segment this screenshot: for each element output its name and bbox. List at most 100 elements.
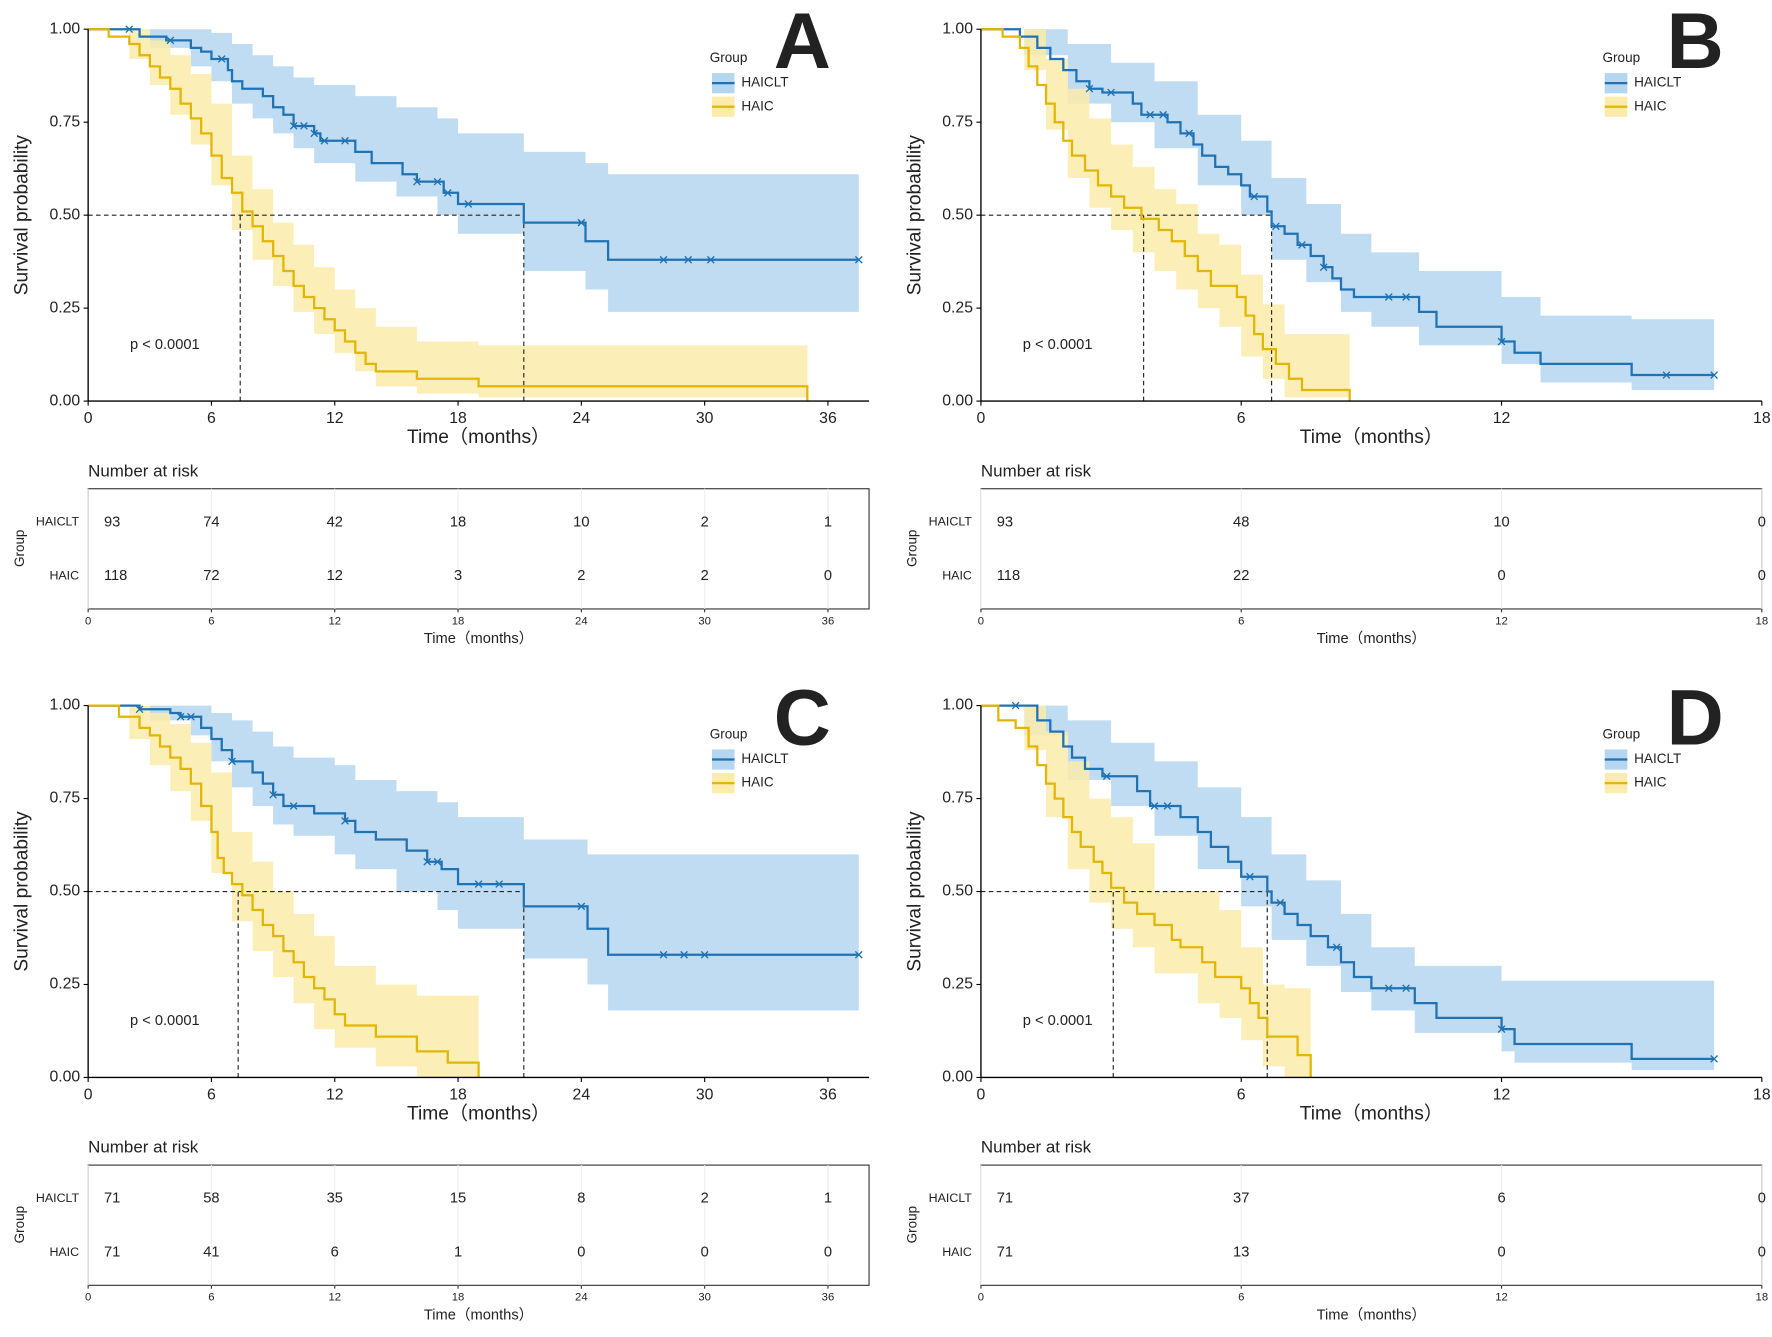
censor-mark [443, 188, 452, 197]
y-tick-label: 0.75 [49, 790, 80, 807]
survival-curve [88, 704, 859, 956]
y-axis-title: Survival probability [12, 135, 33, 296]
y-tick-label: 1.00 [942, 697, 973, 714]
censor-mark [1298, 241, 1306, 249]
y-tick-label: 0.00 [942, 392, 973, 409]
y-tick-label: 0.25 [942, 976, 973, 993]
risk-row-label: HAIC [49, 569, 79, 583]
risk-count: 3 [454, 568, 462, 584]
risk-x-tick-label: 0 [85, 615, 91, 627]
censor-mark [1246, 872, 1254, 881]
censor-mark [1497, 337, 1506, 346]
censor-mark [1384, 984, 1393, 993]
y-tick-label: 0.50 [49, 206, 80, 223]
y-axis-title: Survival probability [12, 811, 33, 972]
x-axis-title: Time（months） [407, 1103, 550, 1125]
risk-y-axis-title: Group [12, 530, 27, 567]
risk-x-tick-label: 24 [575, 1292, 588, 1304]
legend-label: HAIC [741, 775, 774, 790]
risk-count: 0 [701, 1245, 709, 1261]
survival-curve [980, 704, 1312, 1078]
y-tick-label: 0.50 [942, 883, 973, 900]
censor-mark [1159, 110, 1168, 119]
risk-x-tick-label: 36 [822, 615, 835, 627]
risk-count: 71 [104, 1245, 120, 1261]
legend-title: Group [1602, 50, 1640, 65]
risk-x-tick-label: 18 [1756, 615, 1769, 627]
risk-count: 6 [1497, 1191, 1505, 1207]
risk-count: 0 [824, 1245, 832, 1261]
y-tick-label: 1.00 [49, 20, 80, 37]
risk-count: 15 [450, 1191, 466, 1207]
censor-mark [433, 857, 442, 866]
risk-x-tick-label: 24 [575, 615, 588, 627]
risk-table-frame [87, 1164, 870, 1286]
confidence-band [88, 705, 859, 1011]
y-tick-label: 0.00 [942, 1069, 973, 1086]
risk-table-frame [87, 488, 870, 610]
censor-mark [187, 712, 195, 721]
panel-label: C [774, 674, 831, 762]
risk-x-tick-label: 18 [452, 615, 465, 627]
x-tick-label: 0 [977, 410, 986, 427]
censor-mark [1011, 701, 1020, 710]
risk-x-tick-label: 6 [1238, 1292, 1244, 1304]
risk-y-axis-title: Group [905, 530, 920, 567]
p-value: p < 0.0001 [130, 1013, 200, 1029]
censor-mark [464, 200, 473, 208]
censor-mark [1319, 263, 1328, 272]
x-axis-title: Time（months） [1300, 1103, 1443, 1125]
risk-y-axis-title: Group [905, 1206, 920, 1243]
risk-table-title: Number at risk [88, 461, 199, 480]
confidence-band [88, 705, 479, 1078]
risk-count: 42 [327, 514, 343, 530]
survival-curve [980, 28, 1351, 402]
risk-count: 0 [1758, 1191, 1766, 1207]
censor-mark [135, 705, 144, 714]
risk-count: 0 [1497, 1245, 1505, 1261]
risk-table-title: Number at risk [981, 461, 1092, 480]
confidence-band [88, 29, 859, 312]
censor-mark [289, 122, 298, 130]
censor-mark [1146, 110, 1154, 119]
risk-x-axis-title: Time（months） [424, 630, 533, 647]
censor-mark [854, 950, 863, 959]
censor-mark [680, 950, 688, 959]
risk-x-tick-label: 18 [452, 1292, 465, 1304]
legend-label: HAIC [1634, 98, 1667, 113]
censor-mark [659, 255, 668, 264]
legend-title: Group [710, 726, 748, 741]
risk-count: 71 [997, 1245, 1013, 1261]
risk-row-label: HAIC [49, 1245, 79, 1259]
x-tick-label: 36 [819, 1087, 837, 1104]
x-tick-label: 0 [84, 410, 93, 427]
censor-mark [1163, 802, 1172, 810]
legend-title: Group [1602, 726, 1640, 741]
survival-curve [980, 704, 1715, 1061]
confidence-band [980, 29, 1715, 390]
x-axis-title: Time（months） [407, 426, 550, 448]
x-tick-label: 6 [207, 410, 216, 427]
censor-mark [495, 880, 504, 888]
censor-mark [341, 136, 349, 145]
risk-count: 6 [331, 1245, 339, 1261]
censor-mark [423, 857, 432, 866]
x-tick-label: 30 [696, 1087, 714, 1104]
risk-count: 0 [1758, 514, 1766, 530]
censor-mark [1185, 129, 1194, 138]
censor-mark [176, 712, 185, 721]
risk-count: 37 [1233, 1191, 1249, 1207]
censor-mark [700, 950, 709, 959]
censor-mark [310, 129, 319, 138]
y-tick-label: 1.00 [49, 697, 80, 714]
risk-y-axis-title: Group [12, 1206, 27, 1243]
risk-table-title: Number at risk [88, 1138, 199, 1157]
censor-mark [854, 255, 863, 264]
legend-label: HAICLT [1634, 75, 1681, 90]
legend-title: Group [710, 50, 748, 65]
censor-mark [474, 880, 483, 888]
censor-mark [269, 790, 277, 799]
risk-count: 18 [450, 514, 466, 530]
censor-mark [1107, 88, 1115, 97]
